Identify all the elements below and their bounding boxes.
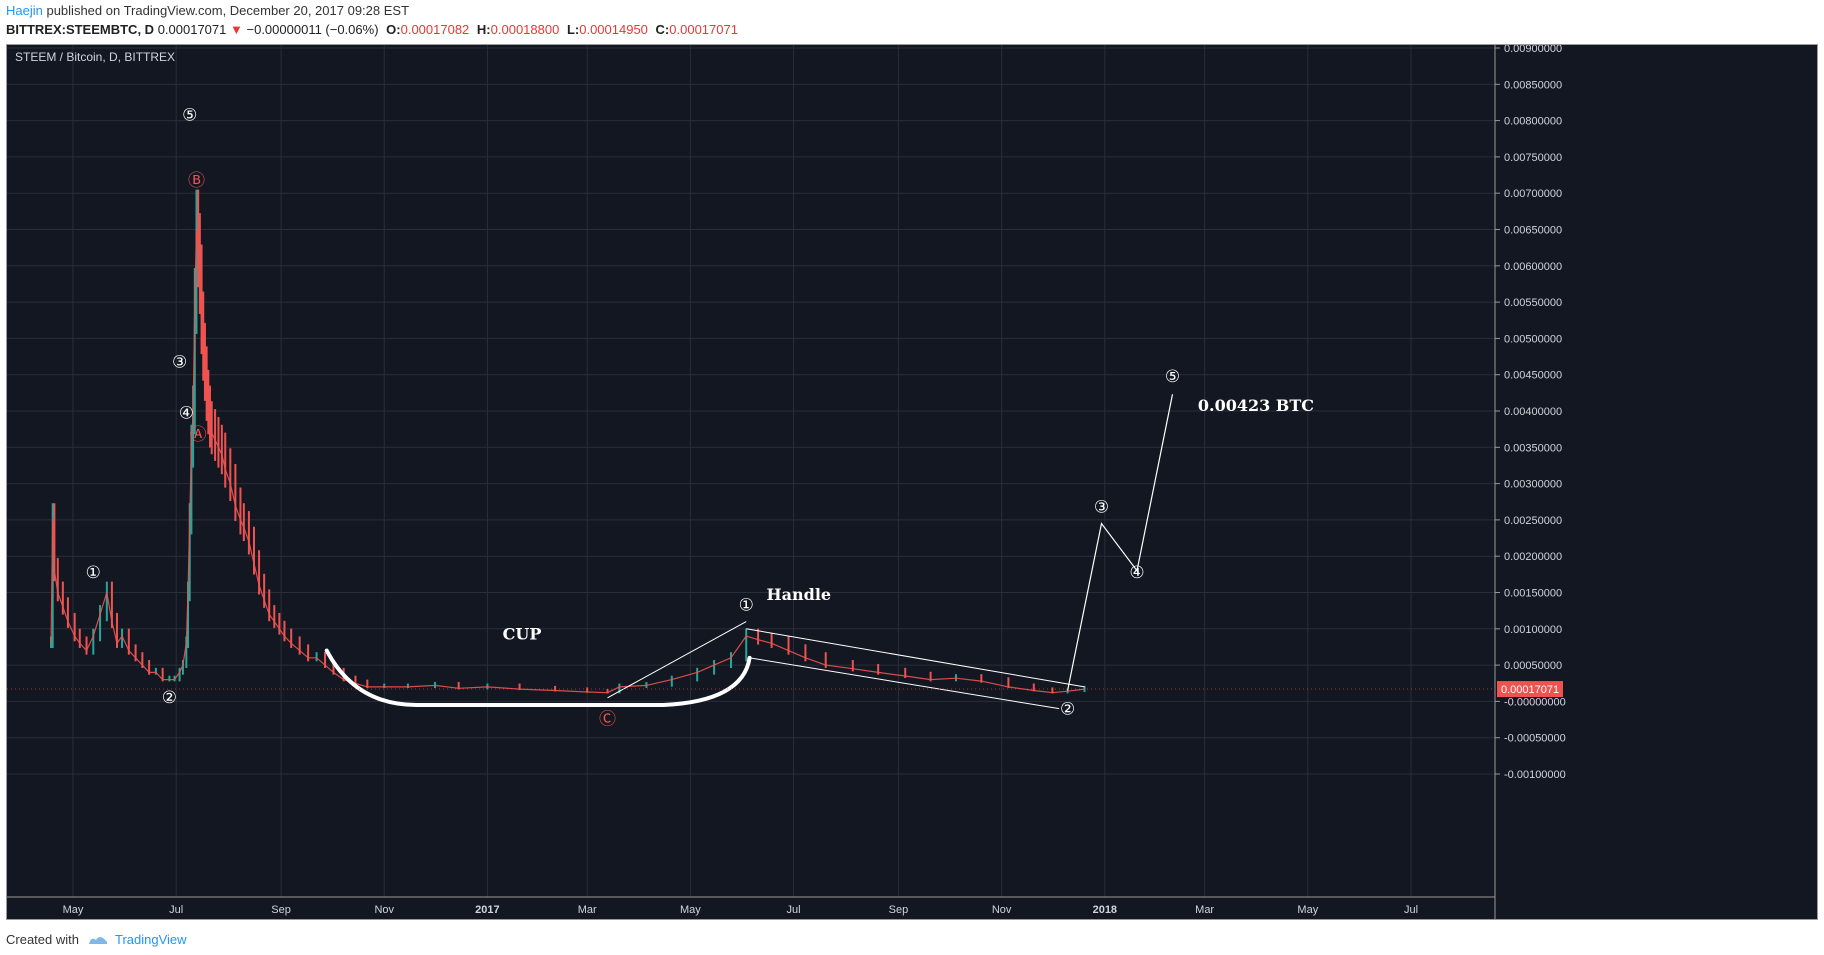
wave-label: ⑤ [1165,367,1180,387]
wave-label: ③ [1094,498,1109,518]
y-tick-label: 0.00600000 [1504,261,1562,273]
x-tick-label: May [63,904,84,916]
y-tick-label: 0.00850000 [1504,79,1562,91]
handle-upper-line [746,628,1085,688]
x-tick-label: Jul [787,904,801,916]
annotation-text: Handle [767,585,832,604]
annotation-text: 0.00423 BTC [1198,396,1314,415]
x-tick-label: 2018 [1093,904,1117,916]
created-with-text: Created with [6,931,79,947]
wave-label: ② [162,688,177,708]
y-tick-label: 0.00150000 [1504,588,1562,600]
open-value: 0.00017082 [400,22,470,37]
price-layer [50,189,1086,694]
symbol-name: BITTREX:STEEMBTC, D [6,22,155,37]
low-value: 0.00014950 [579,22,648,37]
high-value: 0.00018800 [490,22,560,37]
y-tick-label: 0.00050000 [1504,660,1562,672]
price-tag-bg [1497,681,1563,698]
y-tick-label: 0.00100000 [1504,624,1562,636]
wave-label: ④ [1129,563,1144,583]
y-tick-label: 0.00350000 [1504,442,1562,454]
x-tick-label: Nov [992,904,1012,916]
x-tick-label: Nov [374,904,394,916]
price-tag-label: 0.00017071 [1501,684,1559,696]
wave-label: ① [739,596,754,616]
x-tick-label: May [680,904,701,916]
price-change: −0.00000011 (−0.06%) [246,22,379,37]
wave-line [607,621,747,699]
wave-label: ④ [179,403,194,423]
y-tick-label: 0.00650000 [1504,225,1562,237]
wave-label: Ⓒ [599,710,616,730]
y-tick-label: 0.00700000 [1504,188,1562,200]
tradingview-logo-icon [88,936,107,944]
x-tick-label: Jul [1404,904,1418,916]
y-tick-label: 0.00450000 [1504,370,1562,382]
y-tick-label: 0.00550000 [1504,297,1562,309]
x-tick-label: 2017 [475,904,499,916]
x-tick-label: May [1297,904,1318,916]
annotation-text: CUP [503,625,542,644]
x-tick-label: Mar [578,904,597,916]
y-tick-label: 0.00400000 [1504,406,1562,418]
price-chart[interactable]: ① ② ③ ④ ⑤ Ⓐ Ⓑ Ⓒ ① ② ③ ④ ⑤ CUP Handle 0.00423 BTC 0.0090… [6,44,1818,920]
handle-lower-line [749,657,1060,710]
x-tick-label: Mar [1195,904,1214,916]
axis-layer: 0.00900000 0.00850000 0.00800000 0.00750000… [7,45,1566,919]
x-tick-label: Sep [889,904,909,916]
open-label: O: [386,22,401,37]
y-tick-label: 0.00900000 [1504,45,1562,55]
y-tick-label: 0.00500000 [1504,333,1562,345]
x-tick-label: Jul [169,904,183,916]
y-tick-label: 0.00750000 [1504,152,1562,164]
drawing-layer: ① ② ③ ④ ⑤ Ⓐ Ⓑ Ⓒ ① ② ③ ④ ⑤ CUP Handle 0.00423 BTC [86,106,1314,730]
down-arrow-icon: ▼ [230,22,243,37]
wave-label: ③ [172,352,187,372]
y-tick-label: 0.00800000 [1504,116,1562,128]
chart-canvas[interactable]: ① ② ③ ④ ⑤ Ⓐ Ⓑ Ⓒ ① ② ③ ④ ⑤ CUP Handle 0.00423 BTC 0.0090… [7,45,1817,919]
y-tick-label: -0.00100000 [1504,769,1566,781]
y-tick-label: 0.00250000 [1504,515,1562,527]
x-tick-label: Sep [271,904,291,916]
footer: Created with TradingView [6,929,187,949]
y-tick-label: -0.00050000 [1504,733,1566,745]
cup-curve [324,648,752,708]
grid-layer [7,45,1495,897]
y-tick-label: 0.00200000 [1504,551,1562,563]
y-tick-label: 0.00300000 [1504,479,1562,491]
low-label: L: [566,22,580,37]
wave-label: Ⓑ [188,171,205,191]
author-link[interactable]: Haejin [6,3,43,18]
high-label: H: [476,22,491,37]
last-price: 0.00017071 [157,22,227,37]
publish-info: Haejin published on TradingView.com, Dec… [6,3,409,21]
symbol-info-bar: BITTREX:STEEMBTC, D 0.00017071 ▼ −0.0000… [6,22,738,40]
wave-label: ② [1060,699,1075,719]
tradingview-link[interactable]: TradingView [114,931,187,947]
price-line [50,229,1085,694]
close-value: 0.00017071 [669,22,738,37]
wave-label: ① [86,563,101,583]
close-label: C: [655,22,670,37]
chart-legend: STEEM / Bitcoin, D, BITTREX [15,50,175,64]
y-tick-label: -0.00000000 [1504,696,1566,708]
wave-label: Ⓐ [190,425,207,445]
projection-path [1067,394,1174,691]
wave-label: ⑤ [182,106,197,126]
published-text: published on TradingView.com, December 2… [42,3,410,18]
